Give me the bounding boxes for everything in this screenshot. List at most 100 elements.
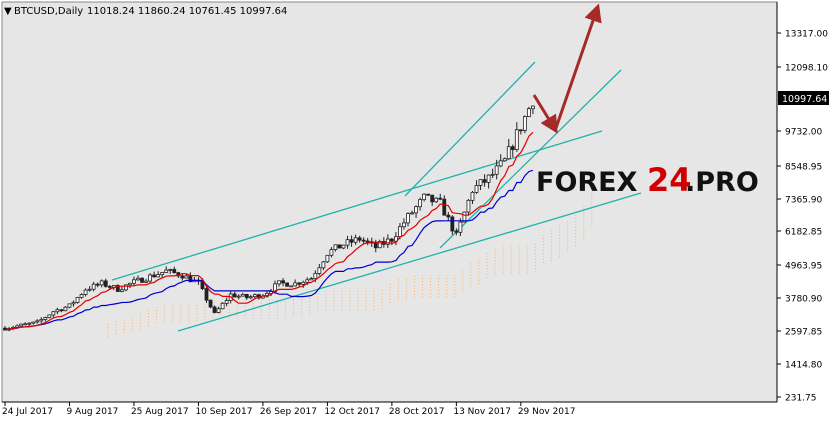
candle-body xyxy=(119,289,124,292)
candle-body xyxy=(19,323,24,327)
candle-body xyxy=(430,194,435,203)
candle-body xyxy=(385,238,390,245)
y-tick-label: 2597.85 xyxy=(785,328,822,338)
candle-body xyxy=(317,267,322,274)
candle-body xyxy=(59,309,64,312)
watermark-24: 24 xyxy=(647,161,692,199)
candle-body xyxy=(418,199,422,208)
candle-body xyxy=(514,129,519,151)
y-tick-label: 8548.95 xyxy=(785,163,822,173)
candle-body xyxy=(208,299,213,308)
candle-body xyxy=(212,306,217,313)
y-tick-label: 1414.80 xyxy=(785,361,822,371)
candle-body xyxy=(305,279,310,283)
candle-body xyxy=(128,282,132,286)
forecast-arrows xyxy=(532,3,602,134)
candle-body xyxy=(325,254,330,263)
candle-body xyxy=(35,320,40,323)
candle-body xyxy=(172,268,177,274)
candle-body xyxy=(285,282,290,287)
candle-body xyxy=(75,296,80,303)
candle-body xyxy=(248,296,253,299)
candle-body xyxy=(184,275,189,279)
candle-body xyxy=(63,306,68,312)
candle-body xyxy=(345,239,350,246)
candle-body xyxy=(321,261,326,269)
candle-body xyxy=(83,289,88,295)
candle-body xyxy=(402,222,406,228)
candle-body xyxy=(353,237,358,243)
channel-lower-line xyxy=(177,192,642,332)
candle-body xyxy=(522,116,527,131)
y-tick-label: 3780.90 xyxy=(785,295,822,305)
candle-body xyxy=(365,240,370,243)
candle-body xyxy=(23,323,28,326)
indicator-lines xyxy=(4,131,534,331)
x-tick-label: 10 Sep 2017 xyxy=(195,407,252,417)
candle-body xyxy=(470,191,475,201)
candle-body xyxy=(43,317,48,320)
y-tick-label: 7365.90 xyxy=(785,196,822,206)
candle-body xyxy=(216,308,221,313)
candle-body xyxy=(95,283,100,286)
candle-body xyxy=(252,294,257,298)
candle-body xyxy=(361,239,366,242)
candle-body xyxy=(329,249,334,256)
candle-body xyxy=(494,165,499,175)
watermark-forex: FOREX xyxy=(536,167,638,198)
candle-body xyxy=(220,302,225,310)
candle-body xyxy=(244,293,249,299)
candle-body xyxy=(164,269,169,273)
candle-body xyxy=(236,295,241,298)
x-tick-label: 9 Aug 2017 xyxy=(66,407,118,417)
candle-body xyxy=(47,314,52,318)
candle-body xyxy=(442,198,447,216)
tenkan-line xyxy=(4,131,534,331)
candle-body xyxy=(506,146,511,160)
candle-body xyxy=(144,280,148,283)
candle-body xyxy=(510,146,515,151)
candle-body xyxy=(148,274,152,282)
candle-body xyxy=(486,174,491,183)
candle-body xyxy=(458,221,463,233)
channel-upper-line xyxy=(111,130,603,281)
candle-body xyxy=(349,239,354,243)
axes: 13317.00 12098.10 9732.00 8548.95 7365.90 618… xyxy=(2,2,828,417)
candle-body xyxy=(482,179,487,183)
candle-body xyxy=(289,285,294,288)
y-tick-label: 6182.85 xyxy=(785,228,822,238)
kijun-line xyxy=(4,169,534,331)
candle-body xyxy=(39,319,44,322)
candle-body xyxy=(91,283,96,290)
candle-body xyxy=(79,294,84,298)
ohlc-values: 11018.24 11860.24 10761.45 10997.64 xyxy=(87,6,287,17)
candle-body xyxy=(531,105,535,110)
current-price-marker xyxy=(778,91,829,105)
candle-body xyxy=(293,282,298,287)
x-tick-label: 28 Oct 2017 xyxy=(389,407,445,417)
candle-body xyxy=(136,277,140,281)
candle-body xyxy=(224,300,229,304)
trend-channel-lines xyxy=(111,61,642,332)
candle-body xyxy=(67,303,72,308)
x-tick-label: 25 Aug 2017 xyxy=(131,407,189,417)
candle-body xyxy=(160,272,165,275)
wedge-lower-line xyxy=(439,69,622,249)
y-tick-label: 13317.00 xyxy=(785,30,828,40)
watermark-pro: .PRO xyxy=(685,167,759,198)
candle-body xyxy=(152,274,157,278)
candle-body xyxy=(27,322,32,325)
up-arrow xyxy=(554,3,602,129)
y-tick-label: 4963.95 xyxy=(785,262,822,272)
candle-body xyxy=(426,193,431,196)
candle-body xyxy=(414,206,418,214)
x-tick-label: 24 Jul 2017 xyxy=(2,407,53,417)
candle-body xyxy=(422,193,427,201)
candle-body xyxy=(446,214,451,218)
candle-body xyxy=(450,216,455,232)
candle-body xyxy=(87,288,92,291)
symbol-arrow-icon[interactable]: ▼ xyxy=(4,6,12,17)
candle-body xyxy=(410,212,414,215)
candle-body xyxy=(498,160,503,167)
